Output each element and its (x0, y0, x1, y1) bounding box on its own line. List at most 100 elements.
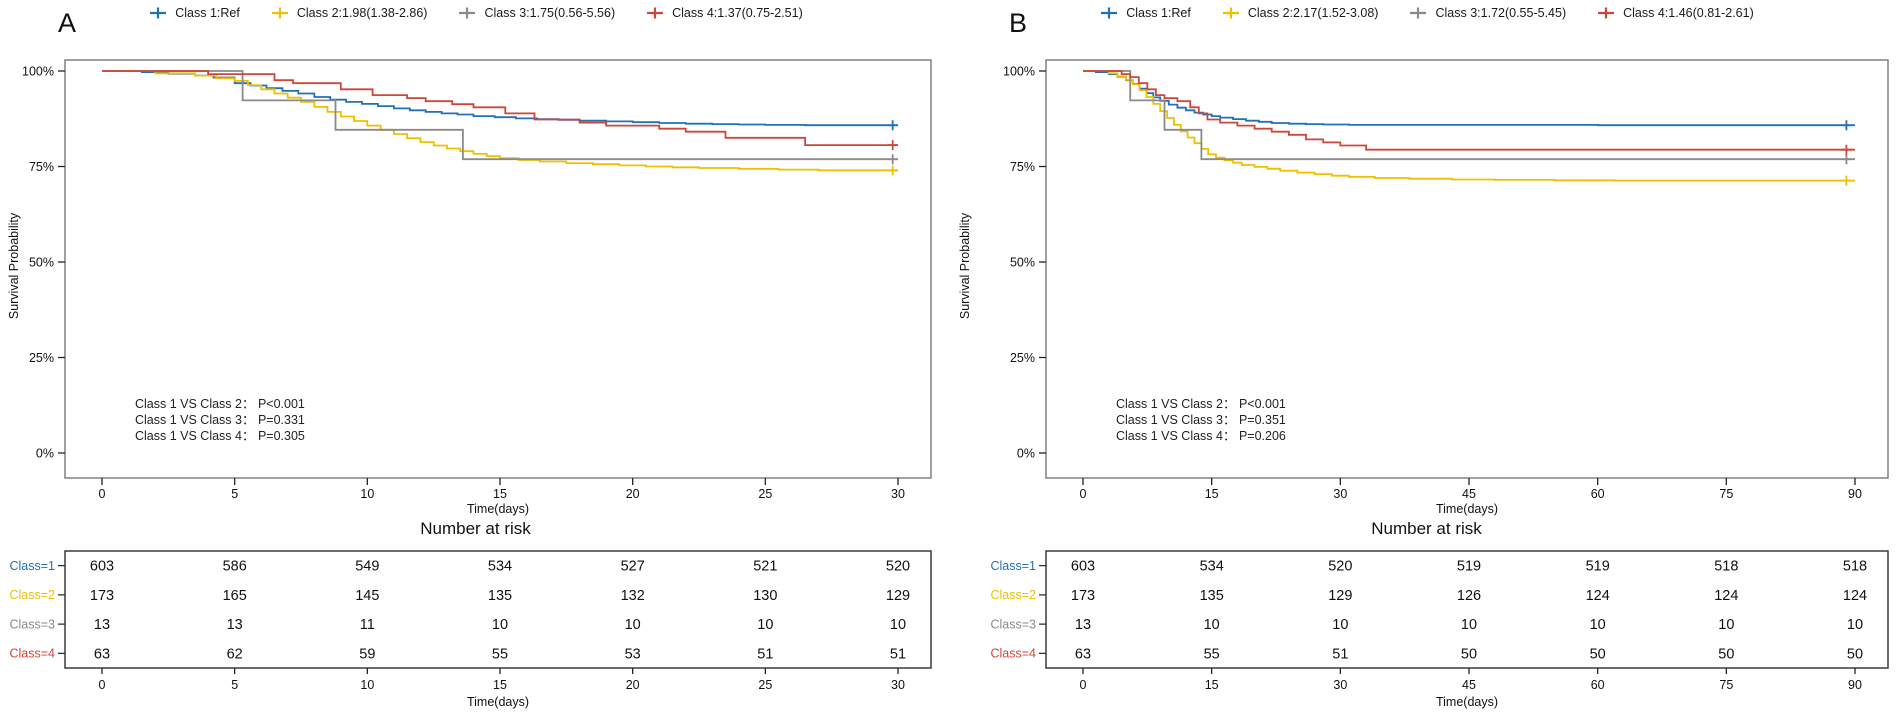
risk-value: 50 (1461, 646, 1477, 662)
legend-label: Class 2:2.17(1.52-3.08) (1247, 6, 1379, 20)
risk-value: 135 (1200, 588, 1224, 604)
risk-value: 55 (1204, 646, 1220, 662)
survival-curve-class-1 (1083, 70, 1855, 127)
p-value-line: Class 1 VS Class 2： P<0.001 (1116, 397, 1286, 411)
risk-value: 124 (1714, 588, 1738, 604)
risk-x-axis-label: Time(days) (1436, 695, 1498, 709)
y-tick-label: 0% (1017, 446, 1035, 460)
legend-item: Class 4:1.46(0.81-2.61) (1596, 6, 1754, 20)
risk-value: 520 (886, 559, 910, 575)
risk-value: 13 (1075, 617, 1091, 633)
risk-value: 62 (227, 646, 243, 662)
x-tick-label: 90 (1848, 487, 1862, 501)
risk-x-tick-label: 75 (1719, 678, 1733, 692)
risk-table-title: Number at risk (1371, 519, 1482, 538)
plot-legend: Class 1:Ref Class 2:1.98(1.38-2.86) Class … (0, 0, 951, 26)
risk-x-tick-label: 15 (493, 678, 507, 692)
risk-value: 10 (1718, 617, 1734, 633)
risk-value: 534 (488, 559, 512, 575)
y-tick-label: 50% (29, 255, 54, 269)
risk-x-tick-label: 45 (1462, 678, 1476, 692)
censor-plus-icon (887, 140, 898, 151)
legend-label: Class 4:1.46(0.81-2.61) (1623, 6, 1754, 20)
risk-row-label: Class=3 (9, 617, 55, 631)
risk-value: 603 (1071, 559, 1095, 575)
risk-value: 519 (1457, 559, 1481, 575)
y-tick-label: 50% (1010, 255, 1035, 269)
y-tick-label: 100% (1003, 64, 1035, 78)
legend-label: Class 1:Ref (1126, 6, 1191, 20)
risk-value: 520 (1328, 559, 1352, 575)
plot-legend: Class 1:Ref Class 2:2.17(1.52-3.08) Class … (951, 0, 1902, 26)
censor-plus-icon (459, 7, 476, 19)
risk-x-tick-label: 25 (758, 678, 772, 692)
x-tick-label: 5 (231, 487, 238, 501)
risk-x-tick-label: 0 (99, 678, 106, 692)
risk-value: 145 (355, 588, 379, 604)
risk-value: 53 (625, 646, 641, 662)
risk-value: 10 (890, 617, 906, 633)
risk-value: 518 (1843, 559, 1867, 575)
censor-plus-icon (1222, 7, 1239, 19)
risk-value: 135 (488, 588, 512, 604)
x-tick-label: 0 (99, 487, 106, 501)
risk-x-tick-label: 15 (1205, 678, 1219, 692)
risk-table-title: Number at risk (420, 519, 531, 538)
x-tick-label: 15 (1205, 487, 1219, 501)
risk-value: 129 (886, 588, 910, 604)
risk-value: 11 (360, 617, 375, 633)
y-tick-label: 0% (36, 446, 54, 460)
survival-curve-class-4 (1083, 70, 1855, 151)
risk-value: 165 (223, 588, 247, 604)
x-tick-label: 75 (1719, 487, 1733, 501)
x-tick-label: 30 (891, 487, 905, 501)
risk-x-tick-label: 60 (1591, 678, 1605, 692)
risk-value: 50 (1847, 646, 1863, 662)
risk-value: 50 (1718, 646, 1734, 662)
legend-label: Class 3:1.75(0.56-5.56) (484, 6, 616, 20)
p-value-line: Class 1 VS Class 4： P=0.305 (135, 429, 305, 443)
risk-row-label: Class=4 (990, 647, 1036, 661)
censor-plus-icon (1841, 154, 1852, 165)
panel-b: Class 1:Ref Class 2:2.17(1.52-3.08) Class … (951, 0, 1902, 715)
risk-value: 10 (492, 617, 508, 633)
censor-plus-icon (647, 7, 664, 19)
risk-value: 10 (1847, 617, 1863, 633)
risk-x-tick-label: 0 (1080, 678, 1087, 692)
y-axis-label: Survival Probability (958, 212, 972, 319)
censor-plus-icon (887, 165, 898, 176)
km-plot: 100% 75% 50% 25% 0% 0 15 30 45 60 75 90 Survival Pro… (958, 59, 1889, 516)
survival-curve-class-1 (102, 70, 898, 127)
risk-value: 10 (1461, 617, 1477, 633)
risk-value: 130 (753, 588, 777, 604)
risk-x-tick-label: 90 (1848, 678, 1862, 692)
survival-curve-class-2 (1083, 70, 1855, 182)
risk-x-tick-label: 10 (360, 678, 374, 692)
risk-row-label: Class=1 (9, 559, 55, 573)
x-tick-label: 60 (1591, 487, 1605, 501)
x-axis-label: Time(days) (467, 502, 529, 516)
risk-value: 521 (753, 559, 777, 575)
x-tick-label: 25 (758, 487, 772, 501)
risk-row-label: Class=4 (9, 647, 55, 661)
plot-border (1045, 59, 1889, 479)
risk-table-border (1045, 550, 1889, 669)
survival-curve-class-2 (102, 70, 898, 172)
y-tick-label: 25% (29, 351, 54, 365)
risk-value: 603 (90, 559, 114, 575)
censor-plus-icon (1598, 7, 1615, 19)
risk-value: 10 (625, 617, 641, 633)
survival-curve-class-3 (1083, 70, 1855, 161)
survival-curve-class-4 (102, 70, 898, 146)
legend-item: Class 3:1.72(0.55-5.45) (1408, 6, 1566, 20)
panel-label: A (58, 8, 77, 38)
legend-label: Class 2:1.98(1.38-2.86) (296, 6, 428, 20)
risk-value: 519 (1586, 559, 1610, 575)
risk-x-tick-label: 30 (1333, 678, 1347, 692)
y-tick-label: 25% (1010, 351, 1035, 365)
censor-plus-icon (1101, 7, 1118, 19)
p-value-line: Class 1 VS Class 3： P=0.331 (135, 413, 305, 427)
risk-row-label: Class=2 (9, 588, 55, 602)
